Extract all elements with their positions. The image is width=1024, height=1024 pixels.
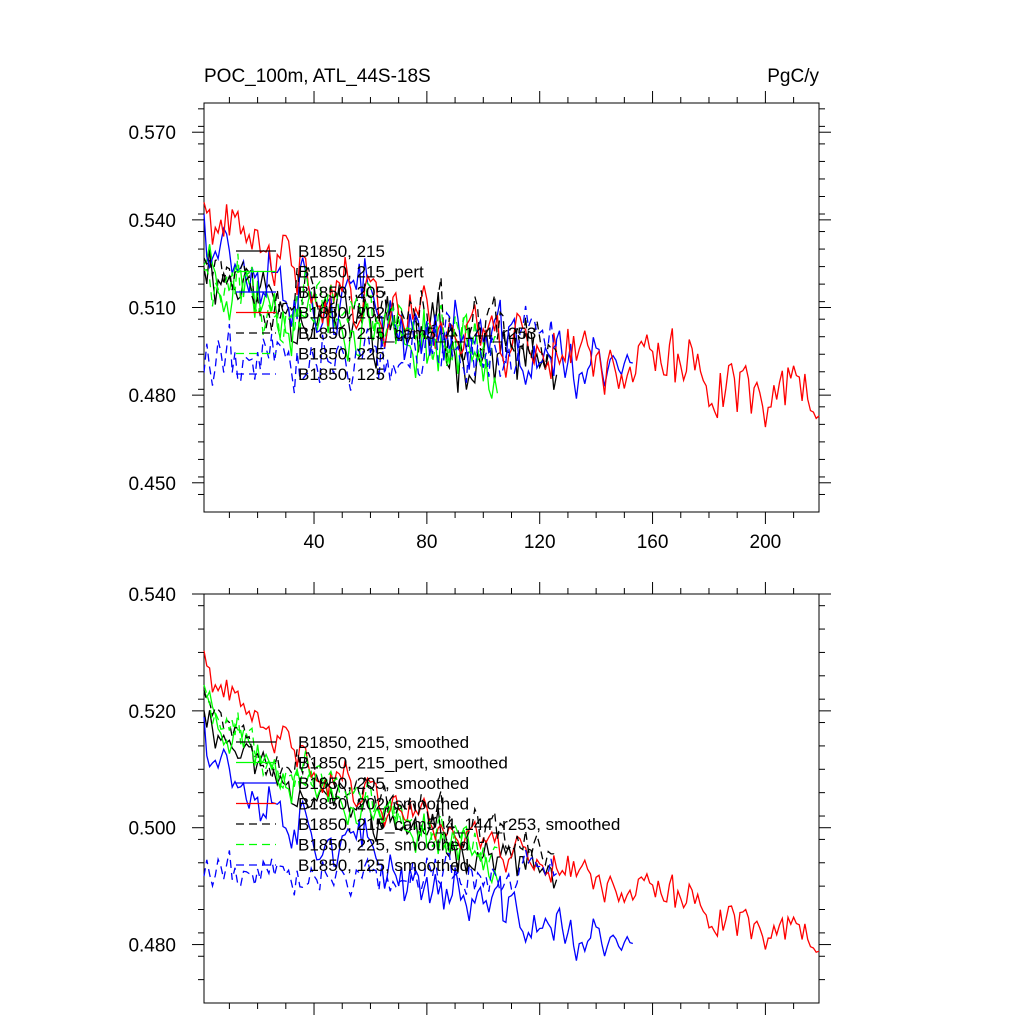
series-line-4 bbox=[203, 689, 558, 867]
y-tick-label: 0.540 bbox=[128, 585, 176, 606]
y-tick-label: 0.450 bbox=[128, 474, 176, 495]
x-tick-label: 200 bbox=[750, 532, 782, 553]
series-line-4 bbox=[203, 257, 558, 368]
legend-label: B1850, 215 bbox=[298, 242, 385, 261]
series-line-6 bbox=[203, 305, 558, 394]
legend-label: B1850, 202 bbox=[298, 304, 385, 323]
series-line-0 bbox=[203, 249, 558, 393]
legend-label: B1850, 125 bbox=[298, 365, 385, 384]
y-tick-label: 0.510 bbox=[128, 299, 176, 320]
top-panel: 40 80 120 160 200 0.450 0.480 0.510 0.540 0.570 PO… bbox=[128, 66, 831, 553]
y-tick-label: 0.500 bbox=[128, 819, 176, 840]
series-line-3 bbox=[203, 650, 820, 953]
y-tick-label: 0.540 bbox=[128, 211, 176, 232]
x-tick-label: 120 bbox=[524, 532, 556, 553]
x-tick-label: 160 bbox=[637, 532, 669, 553]
y-tick-label: 0.480 bbox=[128, 386, 176, 407]
legend-label: B1850, 202, smoothed bbox=[298, 795, 469, 814]
legend-label: B1850, 225 bbox=[298, 345, 385, 364]
legend-label: B1850, 125, smoothed bbox=[298, 856, 469, 875]
series-line-5 bbox=[203, 253, 498, 369]
legend-label: B1850, 225, smoothed bbox=[298, 836, 469, 855]
y-tick-label: 0.570 bbox=[128, 123, 176, 144]
y-tick-label: 0.480 bbox=[128, 936, 176, 957]
legend-label: B1850, 215_cam5_4_144_r253 bbox=[298, 324, 536, 343]
chart-units: PgC/y bbox=[767, 66, 819, 87]
x-tick-label: 40 bbox=[303, 532, 324, 553]
series-line-3 bbox=[203, 202, 820, 428]
x-tick-label: 80 bbox=[416, 532, 437, 553]
legend-label: B1850, 205 bbox=[298, 283, 385, 302]
plot-frame bbox=[203, 593, 820, 1004]
legend-label: B1850, 215, smoothed bbox=[298, 733, 469, 752]
plot-frame bbox=[203, 102, 820, 513]
series-line-0 bbox=[203, 710, 558, 889]
bottom-panel: 0.480 0.500 0.520 0.540 B1850, 215, smoothed… bbox=[128, 582, 831, 1015]
y-tick-label: 0.520 bbox=[128, 702, 176, 723]
legend-label: B1850, 215_cam5_4_144_r253, smoothed bbox=[298, 815, 620, 834]
series-line-5 bbox=[203, 684, 498, 865]
chart-title: POC_100m, ATL_44S-18S bbox=[204, 66, 431, 87]
legend-label: B1850, 215_pert bbox=[298, 263, 424, 282]
legend-label: B1850, 215_pert, smoothed bbox=[298, 754, 508, 773]
legend-label: B1850, 205, smoothed bbox=[298, 774, 469, 793]
